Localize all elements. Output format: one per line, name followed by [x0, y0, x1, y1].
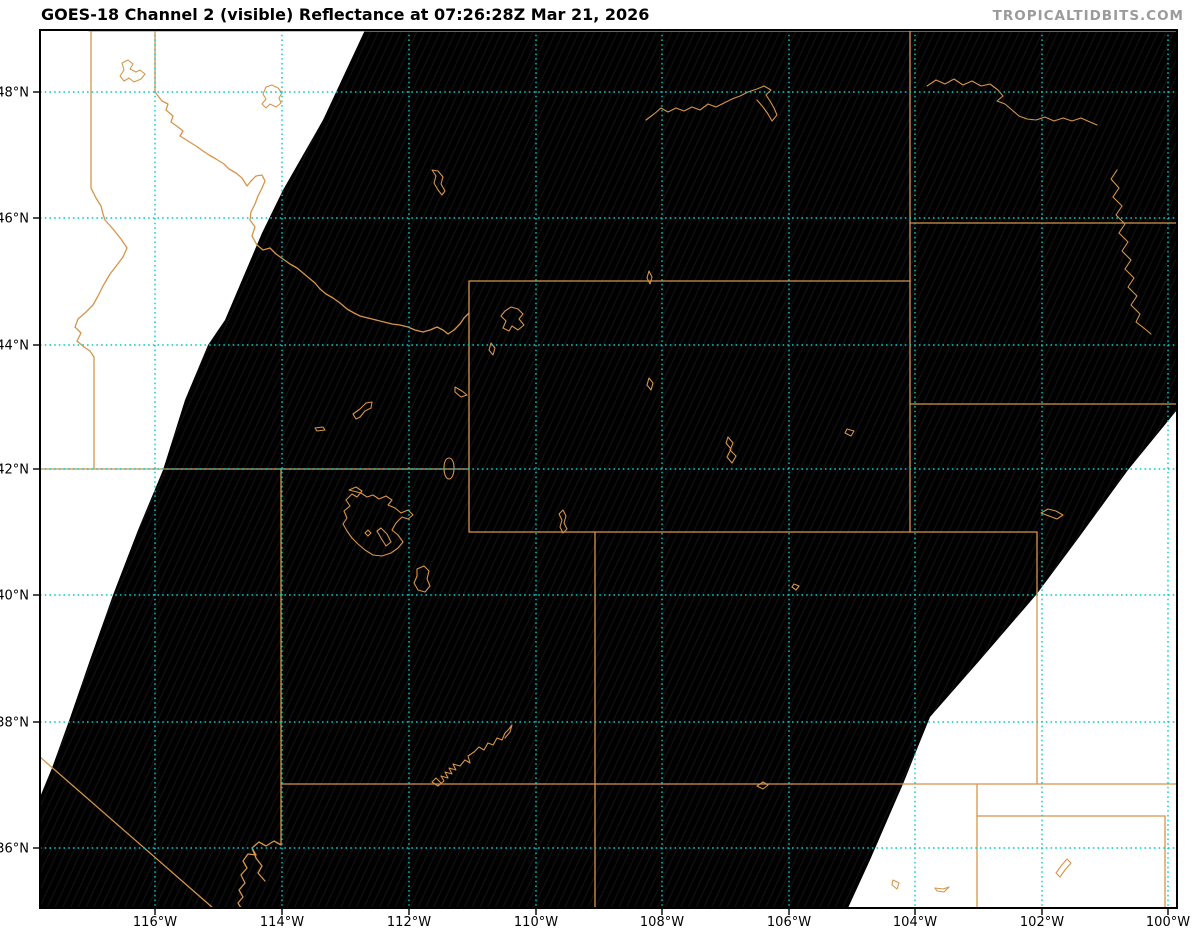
border-ca-nv-diagonal [39, 756, 214, 909]
lakes-layer [119, 59, 1152, 893]
lon-tick-label: 104°W [893, 915, 937, 929]
lon-tick-label: 112°W [387, 915, 431, 929]
lake-sakakawea [926, 78, 1098, 126]
lake-mcconaughy [1040, 508, 1064, 520]
lake-powell [431, 724, 513, 787]
lake-flaming-gorge [558, 509, 568, 534]
lake-bear-lake [443, 457, 455, 480]
border-wa-id-snake-river-id-or [74, 30, 128, 470]
lat-tick-label: 38°N [0, 716, 29, 731]
lon-tick-label: 102°W [1020, 915, 1064, 929]
lake-granby [791, 583, 800, 591]
border-id-mt-divide [154, 30, 470, 335]
lake-conchas [891, 879, 900, 890]
lake-boysen [646, 377, 654, 391]
lake-oahe-missouri [1110, 169, 1152, 335]
lon-tick-label: 116°W [133, 915, 177, 929]
lake-yellowstone [500, 306, 525, 332]
lat-tick-label: 48°N [0, 86, 29, 101]
night-scan-region [40, 30, 1177, 908]
lake-fort-peck [645, 85, 778, 122]
tick-labels-layer: 116°W 114°W 112°W 110°W 108°W 106°W 104°W 102°W… [0, 86, 1190, 929]
lake-pend-oreille [119, 59, 146, 83]
lake-antelope-island [376, 527, 392, 547]
graticule-layer [40, 30, 1177, 908]
lon-tick-label: 108°W [640, 915, 684, 929]
lon-tick-label: 106°W [767, 915, 811, 929]
lon-tick-label: 110°W [514, 915, 558, 929]
lake-navajo [756, 781, 769, 790]
lake-palisades [454, 386, 468, 398]
watermark-tropicaltidbits: TROPICALTIDBITS.COM [992, 8, 1184, 24]
lake-flathead [261, 84, 283, 109]
lat-tick-label: 42°N [0, 463, 29, 478]
lake-ute-reservoir [934, 886, 950, 893]
lake-walcott [314, 426, 326, 432]
map-frame [39, 29, 1178, 909]
lake-gsl-island [364, 529, 372, 537]
tick-marks-layer [33, 91, 1169, 915]
lake-bighorn [646, 270, 653, 285]
lake-utah-lake [413, 565, 431, 593]
lake-canyon-ferry [431, 169, 446, 196]
lake-great-salt-lake [342, 486, 414, 557]
lon-tick-label: 114°W [260, 915, 304, 929]
lake-american-falls [352, 401, 373, 420]
lon-tick-label: 100°W [1146, 915, 1190, 929]
lake-meredith [1055, 858, 1072, 878]
border-colorado-river [237, 840, 282, 909]
page-title: GOES-18 Channel 2 (visible) Reflectance … [41, 5, 650, 24]
lat-tick-label: 36°N [0, 842, 29, 857]
lat-tick-label: 46°N [0, 212, 29, 227]
lat-tick-label: 40°N [0, 589, 29, 604]
lake-seminoe-pathfinder [725, 436, 737, 464]
lake-glendo [844, 428, 855, 437]
lake-jackson [488, 342, 496, 356]
lat-tick-label: 44°N [0, 339, 29, 354]
